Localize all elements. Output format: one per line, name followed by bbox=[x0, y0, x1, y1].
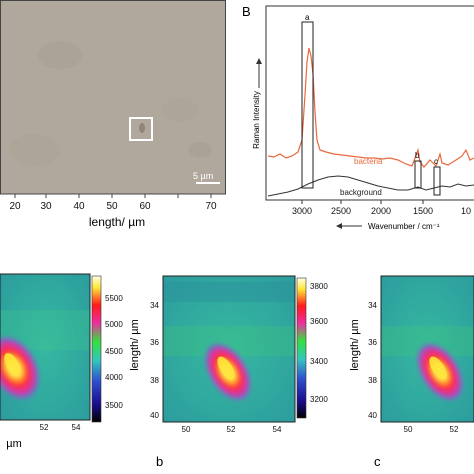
micrograph-texture bbox=[162, 98, 198, 122]
map-3-bacterium-core bbox=[429, 356, 447, 380]
micrograph bbox=[0, 0, 226, 194]
micrograph-texture bbox=[38, 41, 82, 69]
micrograph-texture bbox=[10, 134, 60, 166]
raman-band-b-box bbox=[414, 160, 422, 189]
x-tick-label: 54 bbox=[273, 425, 282, 434]
map-3-panel-label: c bbox=[374, 454, 381, 469]
map-1-colorbar bbox=[91, 275, 102, 423]
map-3-y-ticks: 34 36 38 40 bbox=[368, 301, 377, 420]
y-tick-label: 38 bbox=[150, 376, 159, 385]
map-2-y-axis-label: length/ µm bbox=[129, 319, 141, 371]
x-tick-label: 2500 bbox=[331, 206, 351, 216]
panel-a-x-axis-label: length/ µm bbox=[89, 215, 145, 229]
map-2-frame bbox=[162, 275, 296, 423]
panel-b-x-ticks: 3000 2500 2000 1500 10 bbox=[292, 200, 471, 216]
x-tick-label: 3000 bbox=[292, 206, 312, 216]
y-tick-label: 40 bbox=[150, 411, 159, 420]
raman-band-a-label: a bbox=[305, 13, 310, 22]
x-tick-label: 52 bbox=[450, 425, 459, 434]
x-tick-label: 20 bbox=[9, 201, 21, 212]
x-tick-label: 10 bbox=[461, 206, 471, 216]
wavenumber-axis-label: Wavenumber / cm⁻¹ bbox=[368, 222, 440, 231]
map-2-x-ticks: 50 52 54 bbox=[182, 425, 282, 434]
x-tick-label: 52 bbox=[227, 425, 236, 434]
map-2-upper-band bbox=[163, 282, 295, 302]
raman-band-c-label: c bbox=[434, 157, 438, 166]
map-2-bacterium-core bbox=[217, 356, 235, 380]
micrograph-frame bbox=[0, 0, 226, 195]
panel-b: B Raman Intensity bacteria background a … bbox=[242, 4, 474, 231]
x-tick-label: 40 bbox=[73, 201, 85, 212]
raman-intensity-axis-label: Raman Intensity bbox=[252, 91, 261, 149]
raman-band-a-box bbox=[301, 21, 314, 189]
y-tick-label: 38 bbox=[368, 376, 377, 385]
x-tick-label: 50 bbox=[106, 201, 118, 212]
colorbar-tick-label: 3500 bbox=[105, 401, 123, 410]
map-1-colorbar-ticks: 5500 5000 4500 4000 3500 bbox=[105, 294, 123, 410]
colorbar-tick-label: 3400 bbox=[310, 357, 328, 366]
raman-band-c-box bbox=[433, 166, 441, 196]
map-2-panel-label: b bbox=[156, 454, 163, 469]
x-tick-label: 2000 bbox=[371, 206, 391, 216]
map-2-y-ticks: 34 36 38 40 bbox=[150, 301, 159, 420]
map-3-y-axis-label: length/ µm bbox=[349, 319, 361, 371]
scale-bar-label: 5 µm bbox=[193, 171, 213, 181]
bacteria-spectrum-line bbox=[267, 47, 474, 168]
raman-band-b-label: b bbox=[415, 151, 420, 160]
bacterium-cell bbox=[139, 123, 145, 133]
y-tick-label: 34 bbox=[368, 301, 377, 310]
panel-a: 5 µm 20 30 40 50 60 70 length/ µm bbox=[0, 0, 226, 229]
background-spectrum-line bbox=[267, 175, 474, 197]
x-tick-label: 30 bbox=[40, 201, 52, 212]
raman-map-3: length/ µm 34 36 38 40 50 52 c bbox=[349, 275, 474, 469]
colorbar-tick-label: 5000 bbox=[105, 320, 123, 329]
y-tick-label: 36 bbox=[150, 338, 159, 347]
x-tick-label: 70 bbox=[205, 201, 217, 212]
panel-a-x-ticks: 20 30 40 50 60 70 bbox=[9, 194, 217, 212]
x-tick-label: 50 bbox=[404, 425, 413, 434]
y-tick-label: 40 bbox=[368, 411, 377, 420]
map-3-frame bbox=[380, 275, 474, 423]
colorbar-tick-label: 4500 bbox=[105, 347, 123, 356]
y-tick-label: 36 bbox=[368, 338, 377, 347]
x-tick-label: 54 bbox=[72, 423, 81, 432]
map-2-colorbar-ticks: 3800 3600 3400 3200 bbox=[310, 282, 328, 404]
x-tick-label: 50 bbox=[182, 425, 191, 434]
raman-map-1: 5500 5000 4500 4000 3500 52 54 µm bbox=[0, 273, 123, 450]
bacteria-series-label: bacteria bbox=[354, 157, 383, 166]
map-1-bacterium-core bbox=[4, 353, 20, 375]
x-tick-label: 60 bbox=[139, 201, 151, 212]
colorbar-tick-label: 5500 bbox=[105, 294, 123, 303]
x-tick-label: 1500 bbox=[413, 206, 433, 216]
map-1-frame bbox=[0, 273, 91, 421]
region-of-interest-marker bbox=[129, 117, 153, 141]
y-axis-arrowhead bbox=[256, 58, 262, 64]
colorbar-tick-label: 3200 bbox=[310, 395, 328, 404]
background-series-label: background bbox=[340, 188, 382, 197]
x-tick-label: 52 bbox=[40, 423, 49, 432]
panel-b-label: B bbox=[242, 4, 251, 19]
map-1-x-ticks: 52 54 bbox=[40, 423, 81, 432]
map-3-x-ticks: 50 52 bbox=[404, 425, 459, 434]
colorbar-tick-label: 4000 bbox=[105, 373, 123, 382]
colorbar-tick-label: 3600 bbox=[310, 317, 328, 326]
y-tick-label: 34 bbox=[150, 301, 159, 310]
x-axis-arrowhead bbox=[336, 223, 342, 229]
colorbar-tick-label: 3800 bbox=[310, 282, 328, 291]
micrograph-texture bbox=[188, 142, 212, 158]
spectrum-plot-frame bbox=[265, 5, 474, 201]
map-1-x-axis-label: µm bbox=[6, 438, 22, 450]
raman-map-2: length/ µm 34 36 38 40 3800 3600 3400 32… bbox=[129, 275, 328, 469]
map-2-colorbar bbox=[296, 277, 307, 419]
